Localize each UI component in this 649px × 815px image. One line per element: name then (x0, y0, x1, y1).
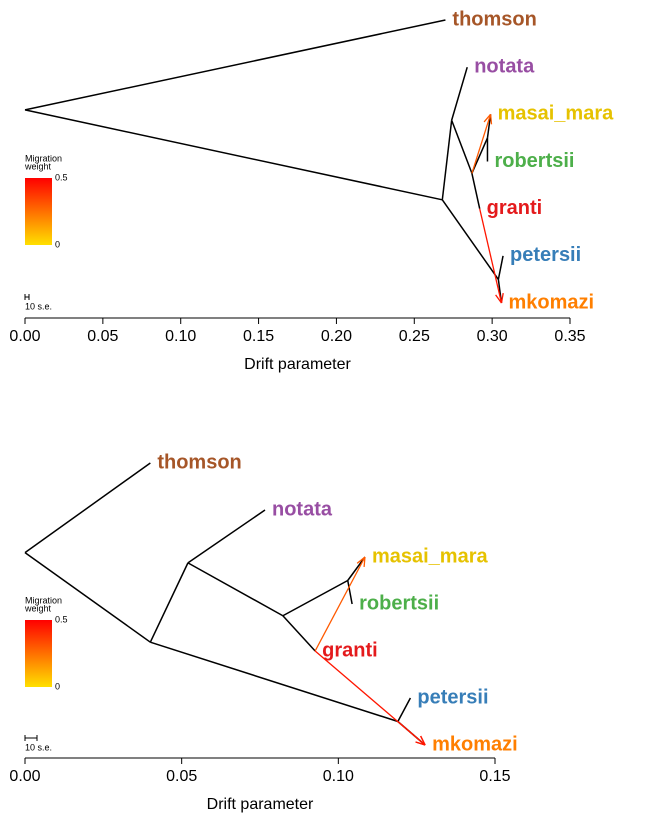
x-tick-label: 0.25 (399, 328, 430, 345)
tree-edge (24, 462, 151, 554)
tree-edge (150, 641, 399, 723)
tree-edge (486, 114, 492, 139)
tree-edge (441, 199, 499, 280)
tip-label: granti (487, 197, 543, 219)
tip-label: robertsii (359, 592, 439, 614)
x-tick-label: 0.00 (9, 768, 40, 785)
migration-edge (314, 556, 366, 652)
x-tick-label: 0.35 (554, 328, 585, 345)
legend-tick-label: 0.5 (55, 614, 68, 624)
x-tick-label: 0.05 (166, 768, 197, 785)
legend-gradient (25, 620, 52, 687)
tip-label: mkomazi (508, 291, 594, 313)
tree-edge (347, 556, 366, 581)
tree-edge (24, 19, 446, 111)
x-axis-label: Drift parameter (244, 356, 351, 373)
x-tick-label: 0.15 (243, 328, 274, 345)
tip-label: masai_mara (372, 545, 489, 567)
migration-edge (471, 114, 492, 174)
tree-edge (471, 173, 481, 209)
legend-title: weight (24, 603, 52, 613)
x-tick-label: 0.10 (323, 768, 354, 785)
x-tick-label: 0.30 (477, 328, 508, 345)
tree-edge (450, 66, 468, 121)
tip-label: petersii (417, 686, 488, 708)
migration-edge (397, 721, 426, 746)
x-tick-label: 0.10 (165, 328, 196, 345)
migration-arrowhead (420, 735, 426, 746)
legend-gradient (25, 178, 52, 245)
x-axis-label: Drift parameter (207, 796, 314, 813)
tree-edge (187, 509, 266, 564)
x-tick-label: 0.20 (321, 328, 352, 345)
tree-edge (24, 109, 443, 201)
migration-arrowhead (489, 114, 493, 125)
scale-label: 10 s.e. (25, 301, 52, 311)
tree-edge (346, 580, 353, 605)
legend-tick-label: 0 (55, 239, 60, 249)
tip-label: notata (272, 498, 333, 520)
tree-edge (397, 697, 412, 722)
legend-title: Migration (25, 153, 62, 163)
migration-arrowhead (356, 556, 366, 564)
tree-edge (282, 579, 349, 617)
tip-label: mkomazi (432, 733, 518, 755)
tree-edge (149, 562, 189, 643)
tip-label: granti (322, 639, 378, 661)
tree-edge (450, 119, 473, 174)
tree-edge (187, 562, 284, 617)
tip-label: robertsii (494, 150, 574, 172)
tip-label: petersii (510, 244, 581, 266)
tree-edge (24, 551, 151, 643)
tree-edge (497, 255, 504, 280)
x-tick-label: 0.05 (87, 328, 118, 345)
tip-label: notata (474, 55, 535, 77)
legend-tick-label: 0.5 (55, 172, 68, 182)
tip-label: thomson (157, 451, 241, 473)
migration-arrowhead (483, 113, 492, 123)
migration-arrowhead (415, 741, 426, 746)
tip-label: thomson (452, 8, 536, 30)
scale-label: 10 s.e. (25, 742, 52, 752)
tip-label: masai_mara (498, 103, 615, 125)
migration-arrowhead (495, 294, 503, 304)
x-tick-label: 0.15 (479, 768, 510, 785)
migration-arrowhead (500, 293, 504, 304)
migration-arrowhead (363, 556, 366, 568)
legend-title: Migration (25, 595, 62, 605)
tree-edge (471, 137, 489, 174)
tree-edge (441, 120, 453, 200)
legend-title: weight (24, 161, 52, 171)
migration-edge (479, 208, 503, 304)
legend-tick-label: 0 (55, 681, 60, 691)
x-tick-label: 0.00 (9, 328, 40, 345)
tree-edge (282, 615, 316, 652)
